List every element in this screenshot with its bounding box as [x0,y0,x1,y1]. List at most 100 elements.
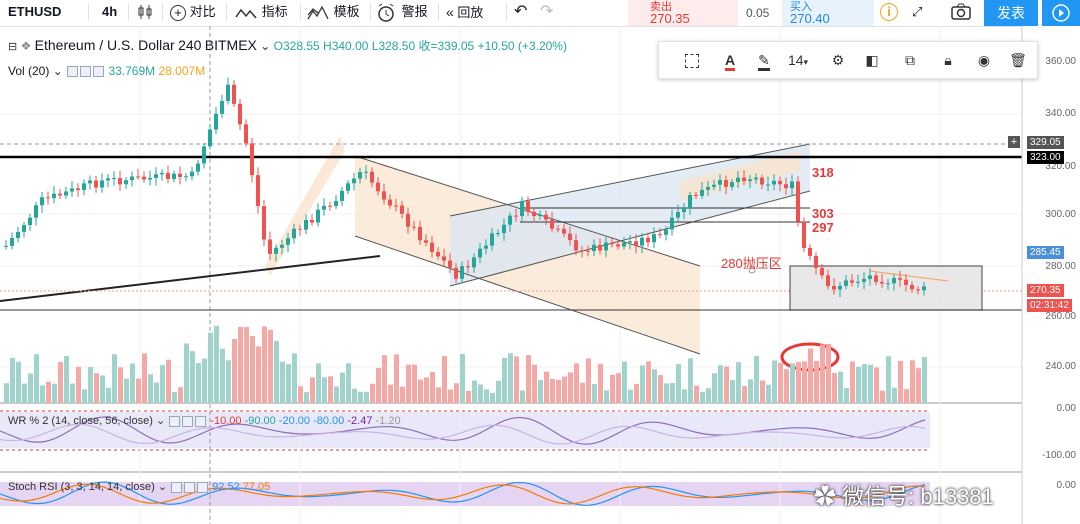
stoch-label[interactable]: Stoch RSI (3, 3, 14, 14, close) [8,481,155,493]
trendline[interactable] [869,270,949,282]
candle-body [274,247,278,254]
volume-bar [646,361,651,403]
indicators-label: 指标 [261,4,288,19]
hide-button[interactable]: ◉ [971,42,997,78]
blue-price-tag: 285.45 [1027,246,1064,259]
candle-body [766,184,770,186]
delete-button[interactable]: 🗑︎ [1005,42,1031,78]
fullscreen-button[interactable]: ⤢ [912,0,922,24]
pressure-zone-label[interactable]: 280抛压区 [721,256,782,271]
volume-bar [382,355,387,403]
candle-body [490,233,494,246]
compare-button[interactable]: + 对比 [170,0,216,24]
candle-body [82,183,86,191]
collapse-icon[interactable]: ⊟ [8,41,18,53]
volume-bar [166,359,171,403]
wr-label[interactable]: WR % 2 (14, close, 56, close) [8,415,153,427]
volume-bar [202,358,207,403]
play-button[interactable] [1042,0,1080,26]
symbol-title[interactable]: Ethereum / U.S. Dollar [34,37,175,53]
symbol-search[interactable]: ETHUSD [8,4,62,19]
alert-label: 警报 [401,4,428,19]
level-303-label[interactable]: 303 [812,206,834,221]
play-icon [1052,4,1070,22]
close-icon[interactable] [197,481,209,493]
chevron-down-icon[interactable]: ⌄ [52,64,63,78]
candle-body [178,173,182,178]
divider [370,3,371,21]
info-button[interactable]: i [880,0,898,24]
undo-button[interactable]: ↶ [514,0,527,24]
wechat-watermark: ✿ 微信号: b13381 [814,479,994,511]
watermark-text: 微信号: b13381 [842,484,994,509]
volume-bar [334,386,339,403]
close-icon[interactable] [93,66,105,78]
support-trendline[interactable] [0,255,381,302]
volume-bar [580,382,585,403]
clone-button[interactable]: ⧉ [895,42,925,78]
volume-bar [370,383,375,403]
volume-label[interactable]: Vol (20) [8,64,50,78]
chevron-down-icon[interactable]: ⌄ [157,481,168,493]
pen-button[interactable]: ✎ [751,42,777,78]
volume-bar [280,361,285,403]
line-style-button[interactable] [679,42,705,78]
add-alert-plus-icon[interactable]: + [1008,136,1020,148]
candle-body [112,178,116,180]
volume-bar [724,366,729,403]
chevron-down-icon[interactable]: ⌄ [260,39,271,53]
alert-button[interactable]: 警报 [376,0,428,24]
lock-button[interactable]: 🔒︎ [935,42,961,78]
price-axis[interactable] [1022,26,1080,524]
volume-bar [328,376,333,403]
level-318-label[interactable]: 318 [812,165,834,180]
gear-icon[interactable] [182,415,194,427]
volume-bar [730,379,735,403]
close-icon[interactable] [195,415,207,427]
redo-button[interactable]: ↷ [540,0,553,24]
drawing-anchor[interactable] [748,266,756,274]
candle-body [718,180,722,185]
interval-selector[interactable]: 4h [102,4,118,19]
publish-button[interactable]: 发表 [984,0,1038,26]
axis-label: 240.00 [1045,361,1076,372]
indicators-button[interactable]: 指标 [234,0,288,24]
templates-button[interactable]: 模板 [306,0,360,24]
eye-icon[interactable] [171,481,183,493]
chevron-down-icon[interactable]: ⌄ [155,415,166,427]
buy-quote-panel[interactable]: 买入 270.40 [782,0,874,26]
level-297-label[interactable]: 297 [812,220,834,235]
volume-bar [340,372,345,403]
settings-button[interactable]: ⚙ [825,42,851,78]
volume-bar [832,372,837,403]
volume-bar [262,326,267,403]
gear-icon[interactable] [80,66,92,78]
divider [506,3,507,21]
trendline[interactable] [354,235,701,355]
candle-body [916,289,920,291]
font-size-select[interactable]: 14▾ [783,42,813,78]
candle-body [316,209,320,223]
eye-icon[interactable] [169,415,181,427]
candle-body [676,212,680,218]
price-chart-canvas[interactable] [0,26,1080,524]
volume-bar [844,388,849,403]
replay-button[interactable]: « 回放 [446,0,483,24]
eye-icon[interactable] [67,66,79,78]
gear-icon[interactable] [184,481,196,493]
visual-order-button[interactable]: ◧ [857,42,887,78]
chart-area[interactable]: ⊟ ❖ Ethereum / U.S. Dollar 240 BITMEX ⌄ … [0,26,1080,524]
candle-body [124,180,128,185]
candle-body [418,226,422,241]
chart-style-button[interactable] [136,0,154,24]
volume-bar [868,364,873,403]
volume-bar [442,356,447,403]
candle-body [448,260,452,268]
candle-body [736,177,740,183]
sell-quote-panel[interactable]: 卖出 270.35 [628,0,738,26]
snapshot-button[interactable] [950,0,972,24]
orange-flag-drawing[interactable] [265,136,345,276]
line-price-tag: 323.00 [1027,151,1064,164]
volume-bar [52,383,57,403]
text-color-button[interactable]: A [717,42,743,78]
